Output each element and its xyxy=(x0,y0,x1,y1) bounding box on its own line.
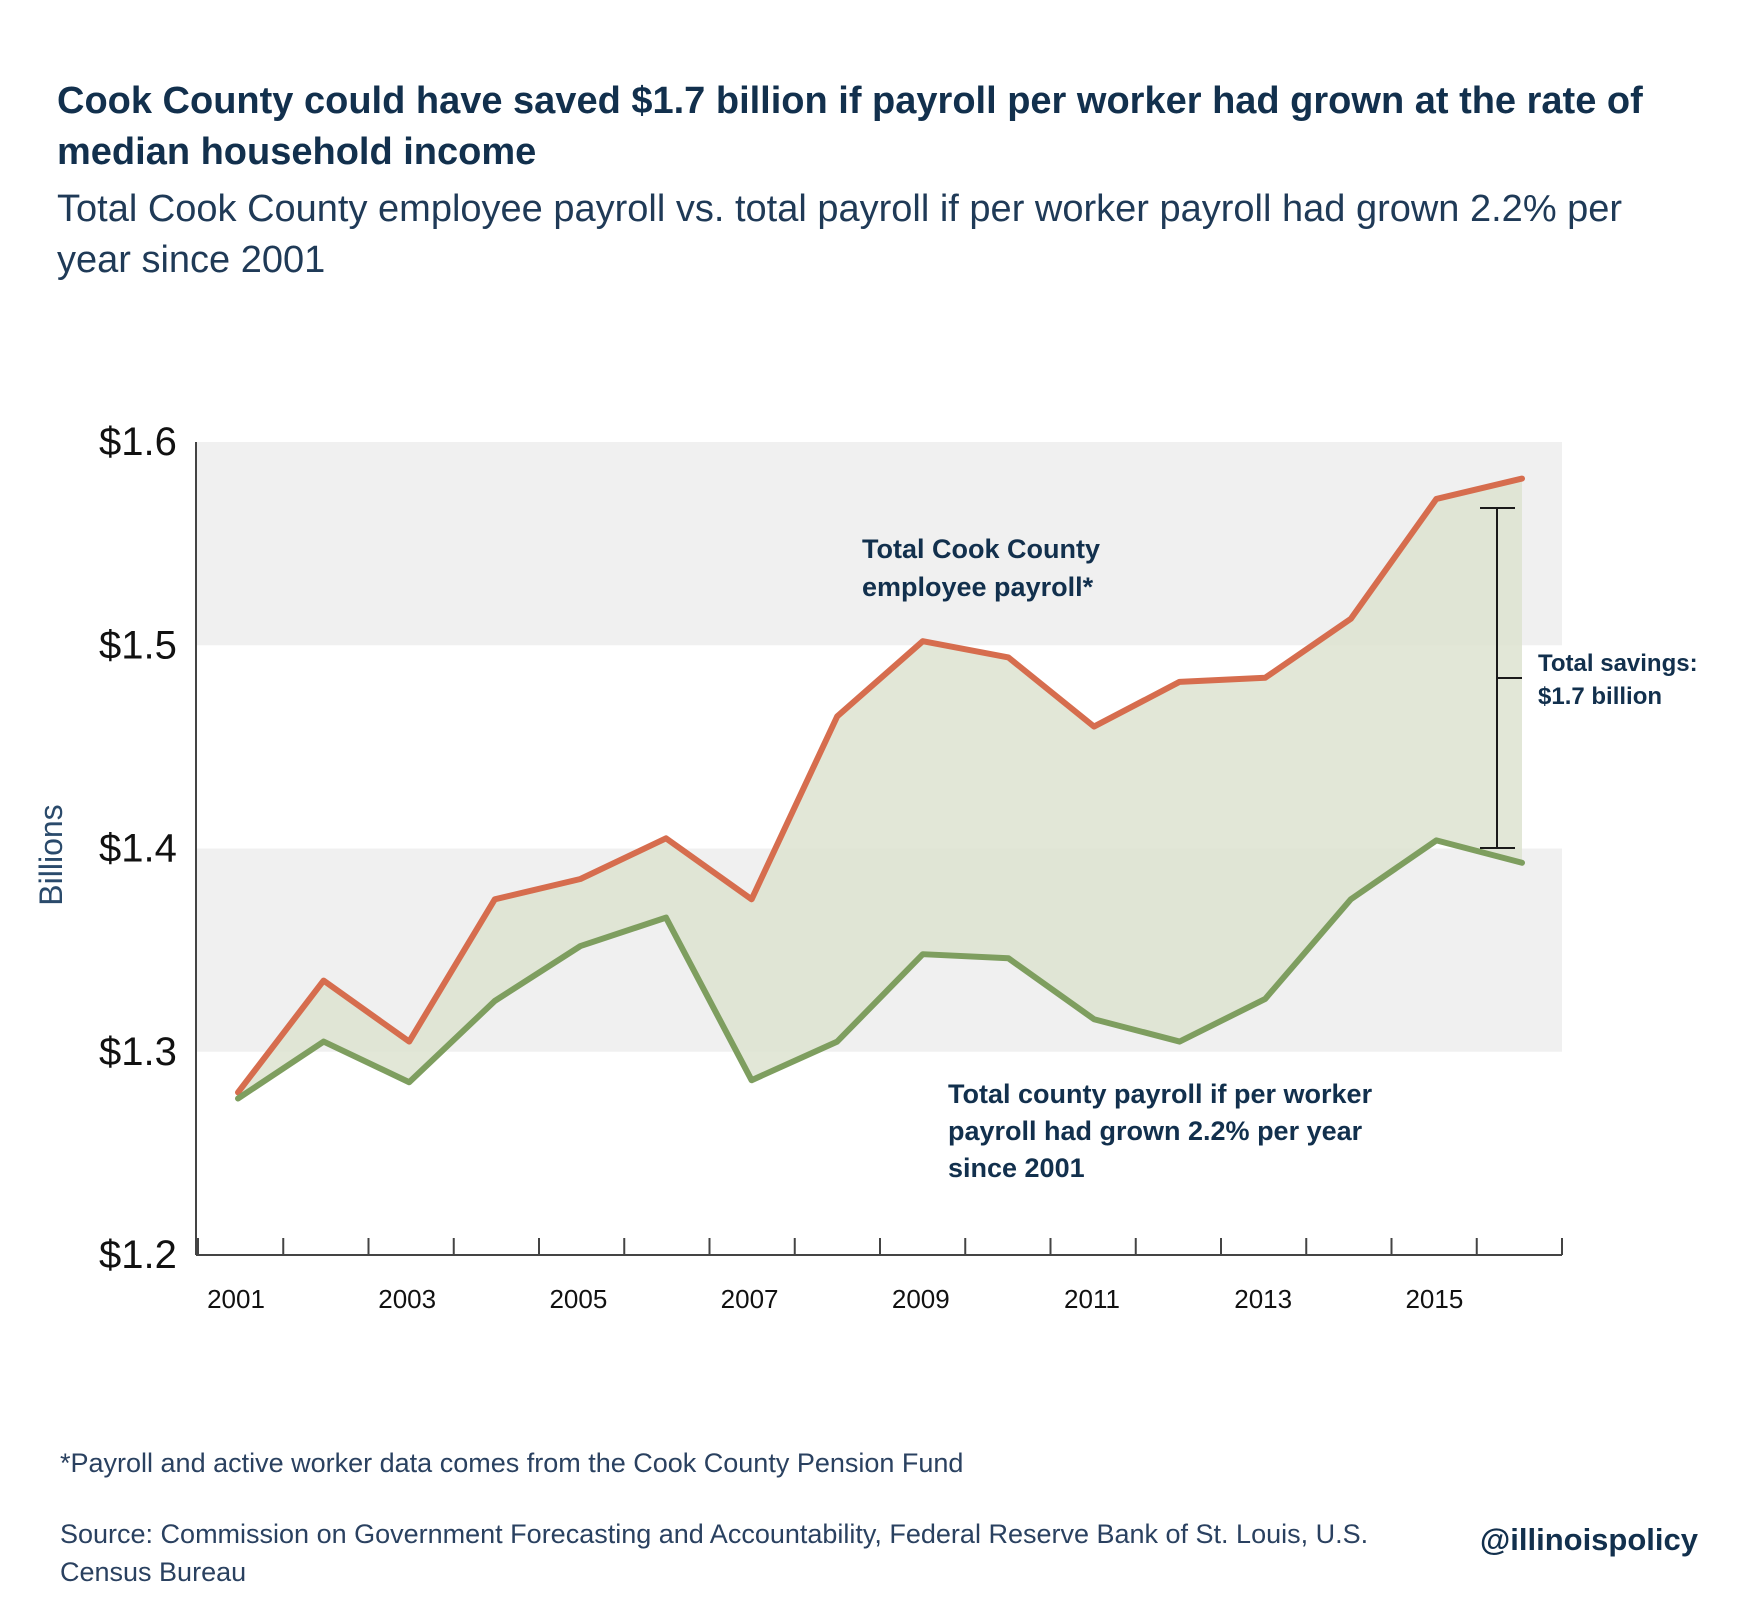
savings-bracket xyxy=(1480,507,1522,849)
savings-annotation-line-2: $1.7 billion xyxy=(1538,683,1662,710)
y-tick-label: $1.2 xyxy=(99,1233,177,1277)
chart-subtitle: Total Cook County employee payroll vs. t… xyxy=(57,188,1623,281)
series-label-hypothetical: Total county payroll if per worker payro… xyxy=(948,1079,1380,1183)
y-axis-label: Billions xyxy=(33,804,69,905)
series-label-hypothetical-line-3: since 2001 xyxy=(948,1153,1085,1183)
y-tick-labels: $1.2 $1.3 $1.4 $1.5 $1.6 xyxy=(99,420,177,1277)
series-label-actual-line-1: Total Cook County xyxy=(862,534,1100,564)
x-tick-label: 2001 xyxy=(207,1284,265,1314)
x-tick-label: 2003 xyxy=(378,1284,436,1314)
x-tick-label: 2013 xyxy=(1234,1284,1292,1314)
chart-title: Cook County could have saved $1.7 billio… xyxy=(57,80,1643,173)
series-label-hypothetical-line-1: Total county payroll if per worker xyxy=(948,1079,1373,1109)
social-handle: @illinoispolicy xyxy=(1480,1522,1698,1557)
x-tick-label: 2011 xyxy=(1064,1284,1120,1314)
savings-annotation: Total savings: $1.7 billion xyxy=(1538,650,1704,710)
series-label-actual-line-2: employee payroll* xyxy=(862,572,1094,602)
series-lines xyxy=(235,475,1525,1102)
source-note: Source: Commission on Government Forecas… xyxy=(60,1519,1369,1587)
x-tick-label: 2009 xyxy=(892,1284,950,1314)
y-tick-label: $1.6 xyxy=(99,420,177,464)
series-label-actual: Total Cook County employee payroll* xyxy=(862,534,1108,602)
y-tick-label: $1.4 xyxy=(99,827,177,871)
y-tick-label: $1.3 xyxy=(99,1030,177,1074)
grid-band xyxy=(196,442,1562,646)
footnote: *Payroll and active worker data comes fr… xyxy=(60,1448,964,1478)
axes xyxy=(195,442,1563,1256)
savings-area xyxy=(238,478,1522,1099)
x-tick-label: 2015 xyxy=(1405,1284,1463,1314)
y-tick-label: $1.5 xyxy=(99,623,177,667)
series-line-hypothetical xyxy=(235,837,1525,1102)
series-label-hypothetical-line-2: payroll had grown 2.2% per year xyxy=(948,1116,1363,1146)
x-tick-labels: 2001 2003 2005 2007 2009 2011 2013 2015 xyxy=(207,1284,1463,1314)
x-tick-label: 2005 xyxy=(549,1284,607,1314)
x-tick-label: 2007 xyxy=(721,1284,779,1314)
series-line-actual xyxy=(235,475,1525,1096)
savings-annotation-line-1: Total savings: xyxy=(1538,650,1698,677)
